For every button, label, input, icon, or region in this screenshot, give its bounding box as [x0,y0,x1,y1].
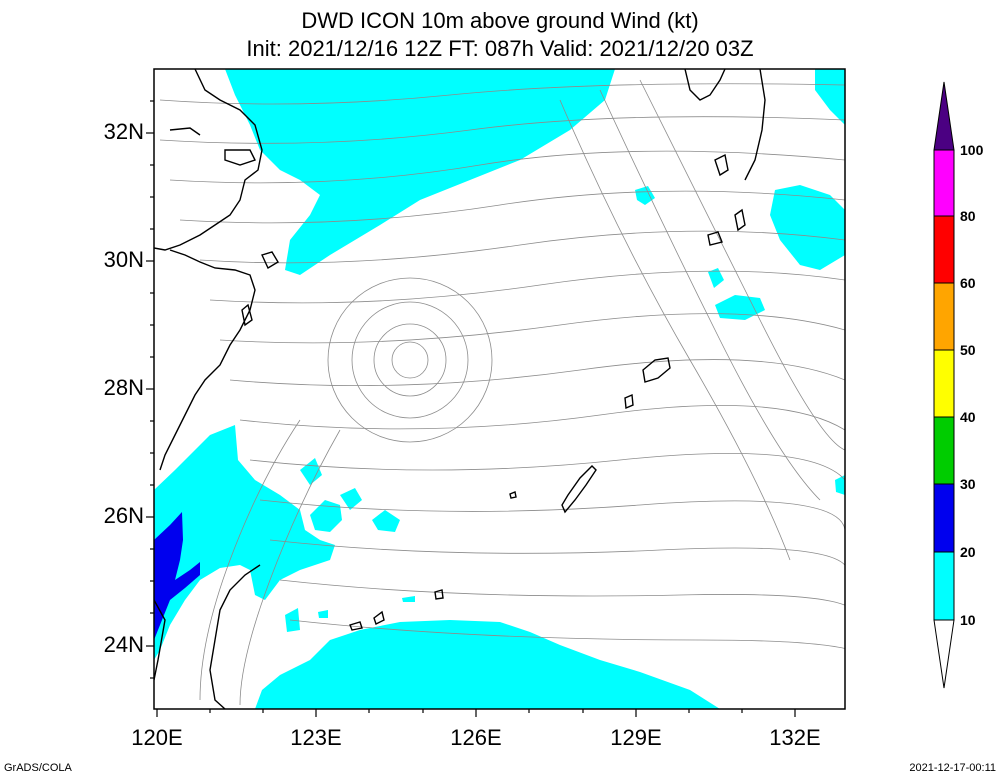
colorbar-over [933,81,955,151]
colorbar-label: 80 [960,208,976,224]
colorbar-10-20 [933,551,955,621]
coastlines [154,69,766,709]
plot-area [154,69,845,709]
colorbar-30-40 [933,416,955,485]
colorbar-label: 40 [960,409,976,425]
colorbar-label: 50 [960,342,976,358]
lat-label: 24N [103,632,144,657]
lat-label: 32N [103,119,144,144]
lon-label: 120E [131,725,183,750]
lat-ticks [146,100,154,679]
map-title: DWD ICON 10m above ground Wind (kt) [301,8,699,33]
lon-label: 132E [769,725,821,750]
colorbar-label: 30 [960,476,976,492]
lon-label: 126E [450,725,502,750]
map-subtitle: Init: 2021/12/16 12Z FT: 087h Valid: 202… [246,36,754,61]
footer-credit: GrADS/COLA [4,762,72,774]
wind-10-20-shading [154,69,845,709]
colorbar-20-30 [933,483,955,553]
wind-20-30-shading [154,512,200,640]
streamlines [159,79,845,706]
colorbar-50-60 [933,282,955,351]
lon-label: 129E [610,725,662,750]
colorbar-label: 20 [960,544,976,560]
lon-label: 123E [290,725,342,750]
colorbar-80-100 [933,149,955,217]
colorbar [933,81,955,689]
colorbar-label: 60 [960,275,976,291]
colorbar-under [933,619,955,689]
lat-label: 30N [103,247,144,272]
lat-label: 26N [103,503,144,528]
colorbar-60-80 [933,215,955,284]
footer-timestamp: 2021-12-17-00:11 [909,762,996,774]
colorbar-40-50 [933,349,955,418]
colorbar-label: 100 [960,142,984,158]
lat-label: 28N [103,375,144,400]
lon-ticks [156,709,796,717]
colorbar-label: 10 [960,612,976,628]
